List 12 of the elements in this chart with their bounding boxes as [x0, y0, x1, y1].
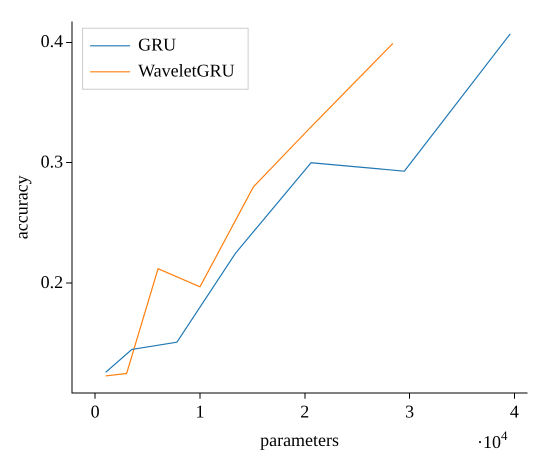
- y-tick-label: 0.3: [40, 151, 64, 172]
- y-axis-title: accuracy: [12, 175, 32, 240]
- y-tick-label: 0.2: [40, 272, 64, 292]
- y-tick-label: 0.4: [40, 31, 64, 52]
- x-tick-label: 0: [90, 401, 100, 422]
- legend-label: GRU: [138, 34, 176, 55]
- x-tick-label: 2: [300, 401, 310, 422]
- legend-label: WaveletGRU: [138, 60, 235, 81]
- x-tick-label: 3: [405, 401, 414, 422]
- x-tick-label: 4: [510, 401, 519, 422]
- x-tick-label: 1: [195, 401, 204, 422]
- x-axis-title: parameters: [260, 430, 340, 450]
